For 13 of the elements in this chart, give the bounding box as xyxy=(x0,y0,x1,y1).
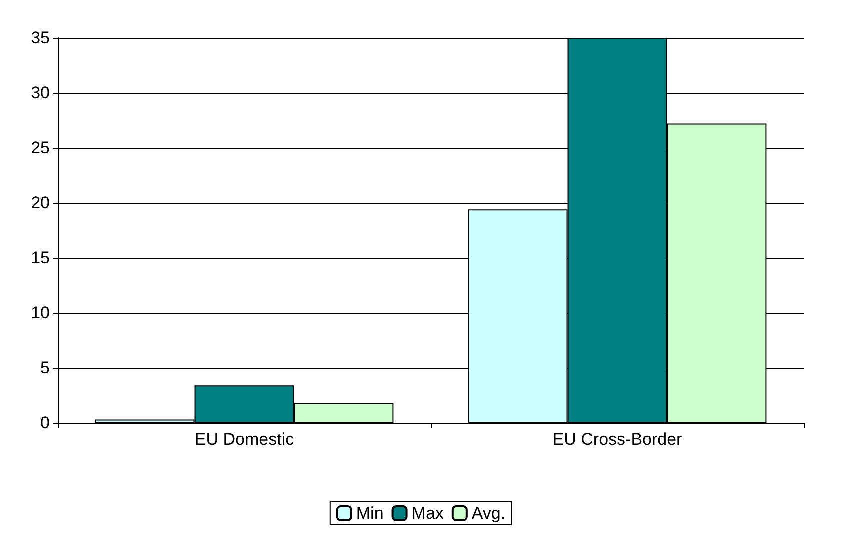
legend-label: Min xyxy=(356,504,384,523)
legend-label: Max xyxy=(412,504,444,523)
y-tick-label: 5 xyxy=(40,358,50,378)
y-tick-label: 30 xyxy=(31,84,50,102)
y-tick-label: 25 xyxy=(31,138,50,158)
x-tick-label: EU Cross-Border xyxy=(552,430,683,449)
y-tick-label: 35 xyxy=(31,28,50,48)
y-tick-label: 15 xyxy=(31,248,50,268)
y-tick-label: 10 xyxy=(31,304,50,322)
legend-label: Avg. xyxy=(472,504,506,523)
x-tick-label: EU Domestic xyxy=(194,430,295,449)
y-tick-label: 0 xyxy=(40,414,50,432)
y-tick-label: 20 xyxy=(31,194,50,212)
